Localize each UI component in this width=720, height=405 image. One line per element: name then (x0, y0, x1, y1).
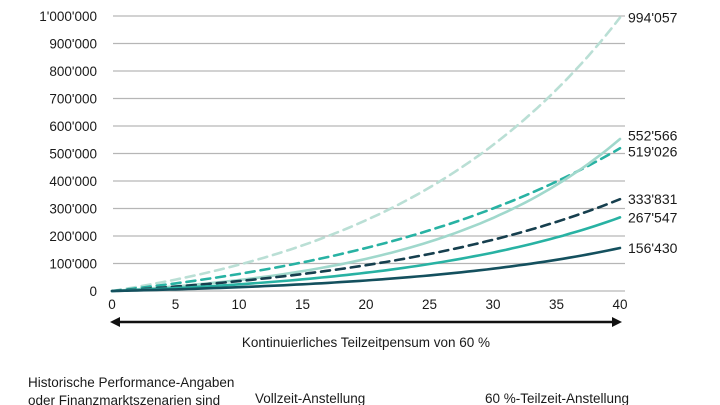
x-tick-label: 35 (549, 297, 564, 312)
curve-dashed-navy (110, 197, 622, 293)
x-tick-label: 10 (231, 297, 246, 312)
footnote-text: Historische Performance-Angaben oder Fin… (28, 374, 234, 405)
curve-solid-light (110, 137, 622, 293)
footnote-line-2: oder Finanzmarktszenarien sind (28, 393, 221, 405)
legend-parttime-label: 60 %-Teilzeit-Anstellung (485, 391, 630, 405)
x-tick-label: 25 (422, 297, 437, 312)
series-end-label: 267'547 (628, 209, 678, 225)
x-tick-label: 0 (108, 297, 116, 312)
axis-arrow-label: Kontinuierliches Teilzeitpensum von 60 % (242, 335, 490, 350)
curve-dashed-light (110, 16, 622, 293)
y-tick-label: 400'000 (49, 174, 97, 189)
series-end-label: 994'057 (628, 10, 678, 26)
x-tick-label: 20 (358, 297, 373, 312)
y-tick-label: 800'000 (49, 64, 97, 79)
curve-dashed-teal (110, 147, 622, 293)
y-tick-label: 700'000 (49, 92, 97, 107)
axis-arrow-right-head (612, 317, 622, 327)
y-tick-label: 0 (89, 284, 97, 299)
x-tick-label: 30 (485, 297, 500, 312)
y-tick-label: 600'000 (49, 119, 97, 134)
curve-solid-navy (110, 246, 622, 293)
series-end-label: 333'831 (628, 191, 678, 207)
curve-solid-teal (110, 216, 622, 293)
legend-fulltime-label: Vollzeit-Anstellung (255, 391, 366, 405)
y-tick-label: 300'000 (49, 202, 97, 217)
footnote-line-1: Historische Performance-Angaben (28, 375, 235, 390)
series-end-label: 552'566 (628, 128, 678, 144)
y-tick-label: 200'000 (49, 229, 97, 244)
y-tick-label: 900'000 (49, 37, 97, 52)
x-tick-label: 15 (295, 297, 310, 312)
x-tick-label: 40 (612, 297, 627, 312)
y-tick-label: 500'000 (49, 147, 97, 162)
pension-projection-chart: 0 100'000 200'000 300'000 400'000 500'000 600'… (39, 9, 678, 350)
y-tick-label: 100'000 (49, 257, 97, 272)
series-end-label: 519'026 (628, 144, 678, 160)
axis-arrow-left-head (110, 317, 120, 327)
y-tick-label: 1'000'000 (39, 9, 97, 24)
series-end-label: 156'430 (628, 240, 678, 256)
x-tick-label: 5 (172, 297, 180, 312)
